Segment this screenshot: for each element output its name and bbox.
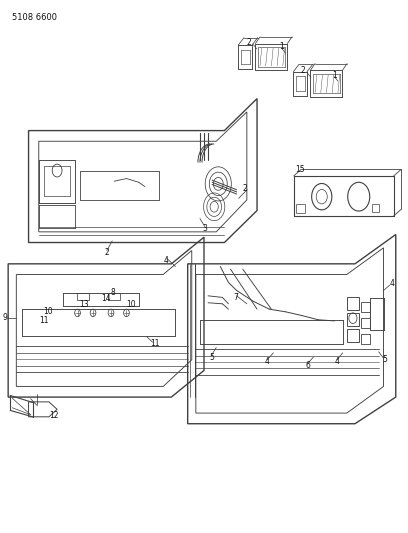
Text: 1: 1 — [333, 71, 337, 80]
Text: 5: 5 — [382, 356, 387, 364]
Text: 11: 11 — [39, 317, 48, 325]
Text: 12: 12 — [49, 411, 58, 420]
Bar — [347, 329, 359, 342]
Text: 5108 6600: 5108 6600 — [12, 13, 57, 21]
Text: 11: 11 — [150, 340, 160, 348]
Text: 15: 15 — [295, 165, 305, 174]
Bar — [361, 318, 370, 328]
Bar — [108, 293, 120, 300]
Bar — [347, 313, 359, 326]
Text: 2: 2 — [247, 38, 252, 47]
Bar — [361, 334, 370, 344]
Text: 6: 6 — [305, 361, 310, 369]
Text: 4: 4 — [264, 357, 269, 366]
Bar — [361, 302, 370, 312]
Text: 4: 4 — [164, 256, 169, 264]
Text: 10: 10 — [126, 301, 136, 309]
Text: 8: 8 — [111, 288, 116, 296]
Text: 1: 1 — [279, 43, 284, 51]
Text: 13: 13 — [80, 301, 89, 309]
Text: 9: 9 — [2, 313, 7, 322]
Text: 2: 2 — [104, 248, 109, 256]
Text: 4: 4 — [335, 357, 339, 366]
Text: 10: 10 — [43, 308, 53, 316]
Text: 2: 2 — [301, 66, 306, 75]
Text: 5: 5 — [210, 353, 215, 361]
Text: 2: 2 — [243, 184, 248, 192]
Bar — [296, 204, 305, 213]
Text: 4: 4 — [390, 279, 395, 288]
Bar — [372, 204, 379, 212]
Bar — [77, 293, 89, 300]
Text: 3: 3 — [202, 224, 207, 232]
Text: 14: 14 — [101, 294, 111, 303]
Text: 7: 7 — [233, 293, 238, 302]
Bar — [347, 297, 359, 310]
